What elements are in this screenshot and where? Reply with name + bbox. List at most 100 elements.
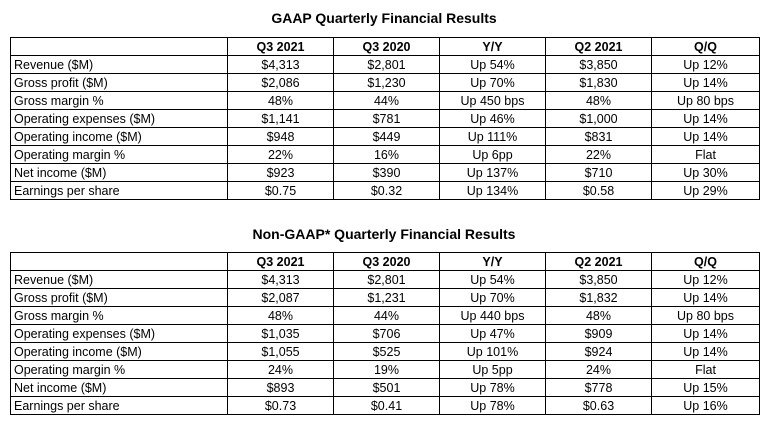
table-cell: Up 12%	[651, 270, 760, 289]
table-cell: Up 47%	[439, 324, 546, 343]
table-header-row: Q3 2021 Q3 2020 Y/Y Q2 2021 Q/Q	[10, 252, 760, 271]
table-cell: $781	[333, 109, 440, 128]
table-cell: Up 46%	[439, 109, 546, 128]
table-cell: 24%	[227, 360, 334, 379]
table-cell: $501	[333, 378, 440, 397]
table-cell: $1,230	[333, 73, 440, 92]
table-cell: $4,313	[227, 270, 334, 289]
row-label: Net income ($M)	[10, 378, 228, 397]
header-cell: Q3 2020	[333, 37, 440, 56]
table-cell: $2,086	[227, 73, 334, 92]
header-cell: Y/Y	[439, 252, 546, 271]
header-cell: Q3 2020	[333, 252, 440, 271]
table-cell: Up 29%	[651, 181, 760, 200]
table-cell: Up 14%	[651, 73, 760, 92]
table-cell: $710	[545, 163, 652, 182]
table-cell: Up 16%	[651, 396, 760, 415]
row-label: Gross margin %	[10, 91, 228, 110]
non-gaap-results-title: Non-GAAP* Quarterly Financial Results	[252, 226, 516, 242]
header-cell: Y/Y	[439, 37, 546, 56]
table-cell: $0.63	[545, 396, 652, 415]
table-cell: Up 78%	[439, 378, 546, 397]
table-cell: $1,055	[227, 342, 334, 361]
table-row: Gross margin % 48% 44% Up 450 bps 48% Up 80 b…	[10, 91, 760, 110]
table-cell: Up 54%	[439, 55, 546, 74]
table-cell: 24%	[545, 360, 652, 379]
header-cell: Q2 2021	[545, 252, 652, 271]
table-row: Operating margin % 22% 16% Up 6pp 22% Flat	[10, 145, 760, 164]
table-cell: Up 111%	[439, 127, 546, 146]
table-row: Operating expenses ($M) $1,141 $781 Up 46% $…	[10, 109, 760, 128]
table-cell: $924	[545, 342, 652, 361]
table-cell: $909	[545, 324, 652, 343]
table-cell: 16%	[333, 145, 440, 164]
table-cell: 22%	[227, 145, 334, 164]
table-cell: Up 134%	[439, 181, 546, 200]
table-cell: Up 6pp	[439, 145, 546, 164]
table-cell: $0.75	[227, 181, 334, 200]
table-cell: Up 78%	[439, 396, 546, 415]
row-label: Revenue ($M)	[10, 55, 228, 74]
row-label: Gross margin %	[10, 306, 228, 325]
header-cell: Q3 2021	[227, 37, 334, 56]
table-row: Earnings per share $0.73 $0.41 Up 78% $0.63 U…	[10, 396, 760, 415]
table-row: Operating income ($M) $948 $449 Up 111% $831…	[10, 127, 760, 146]
table-cell: $449	[333, 127, 440, 146]
table-cell: Up 54%	[439, 270, 546, 289]
table-row: Gross profit ($M) $2,087 $1,231 Up 70% $1,83…	[10, 288, 760, 307]
table-cell: $948	[227, 127, 334, 146]
header-cell-label	[10, 252, 228, 271]
row-label: Net income ($M)	[10, 163, 228, 182]
header-cell: Q/Q	[651, 252, 760, 271]
table-cell: Up 440 bps	[439, 306, 546, 325]
row-label: Revenue ($M)	[10, 270, 228, 289]
row-label: Operating income ($M)	[10, 127, 228, 146]
table-cell: $390	[333, 163, 440, 182]
table-cell: Up 5pp	[439, 360, 546, 379]
table-cell: Up 14%	[651, 109, 760, 128]
table-cell: Up 14%	[651, 127, 760, 146]
table-cell: Up 70%	[439, 73, 546, 92]
table-cell: $2,087	[227, 288, 334, 307]
table-row: Operating expenses ($M) $1,035 $706 Up 47% $…	[10, 324, 760, 343]
table-cell: $923	[227, 163, 334, 182]
table-cell: $1,832	[545, 288, 652, 307]
table-cell: 48%	[227, 306, 334, 325]
table-cell: Up 14%	[651, 288, 760, 307]
table-cell: $1,035	[227, 324, 334, 343]
table-cell: 48%	[545, 91, 652, 110]
table-cell: $3,850	[545, 55, 652, 74]
table-cell: 22%	[545, 145, 652, 164]
table-cell: $2,801	[333, 55, 440, 74]
table-cell: Up 137%	[439, 163, 546, 182]
table-cell: Up 15%	[651, 378, 760, 397]
table-header-row: Q3 2021 Q3 2020 Y/Y Q2 2021 Q/Q	[10, 37, 760, 56]
row-label: Operating margin %	[10, 145, 228, 164]
table-cell: $1,000	[545, 109, 652, 128]
table-cell: Up 450 bps	[439, 91, 546, 110]
table-cell: $1,141	[227, 109, 334, 128]
table-cell: 44%	[333, 306, 440, 325]
table-cell: Up 101%	[439, 342, 546, 361]
table-cell: $0.73	[227, 396, 334, 415]
table-cell: Up 30%	[651, 163, 760, 182]
table-row: Operating margin % 24% 19% Up 5pp 24% Flat	[10, 360, 760, 379]
header-cell: Q3 2021	[227, 252, 334, 271]
table-cell: Up 12%	[651, 55, 760, 74]
table-cell: Up 14%	[651, 342, 760, 361]
table-cell: $706	[333, 324, 440, 343]
table-cell: $1,830	[545, 73, 652, 92]
header-cell: Q2 2021	[545, 37, 652, 56]
table-cell: Flat	[651, 360, 760, 379]
table-row: Earnings per share $0.75 $0.32 Up 134% $0.58…	[10, 181, 760, 200]
row-label: Gross profit ($M)	[10, 288, 228, 307]
table-cell: $2,801	[333, 270, 440, 289]
table-row: Net income ($M) $893 $501 Up 78% $778 Up 15%	[10, 378, 760, 397]
row-label: Operating expenses ($M)	[10, 109, 228, 128]
table-cell: $1,231	[333, 288, 440, 307]
table-cell: 19%	[333, 360, 440, 379]
table-cell: $831	[545, 127, 652, 146]
header-cell-label	[10, 37, 228, 56]
table-cell: Up 14%	[651, 324, 760, 343]
table-cell: Up 80 bps	[651, 91, 760, 110]
